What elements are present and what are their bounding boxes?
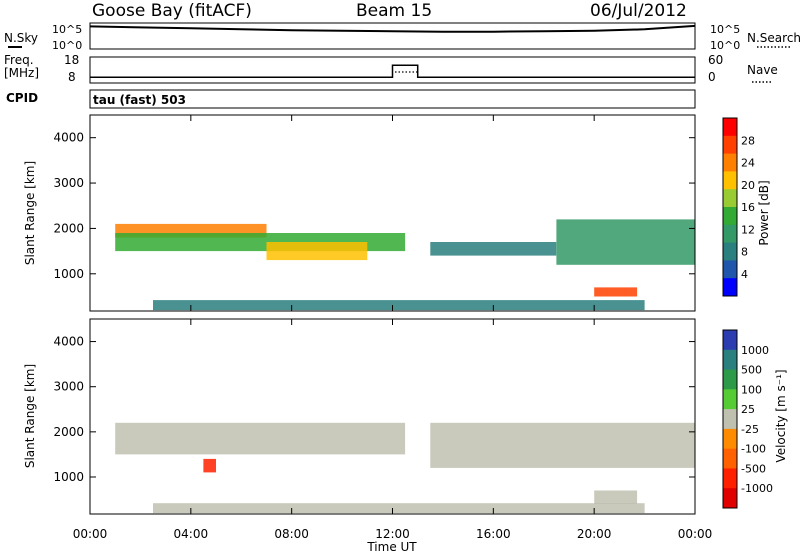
velocity-yticks: 4000 3000 2000 1000 [53,335,695,484]
colorbar-swatch [723,135,737,155]
x-tick-label: 00:00 [73,527,108,541]
x-tick-label: 04:00 [174,527,209,541]
colorbar-swatch [723,330,737,351]
nave-tick-top: 60 [708,53,723,67]
nave-tick-bottom: 0 [708,70,716,84]
colorbar-swatch [723,207,737,226]
nsearch-tick-bottom: 10^0 [710,39,740,52]
x-tick-label: 00:00 [678,527,713,541]
velocity-colorbar-label: Velocity [m s⁻¹] [774,369,788,462]
velocity-panel-frame [89,318,696,515]
colorbar-swatch [723,118,737,137]
colorbar-tick-label: 1000 [741,344,769,357]
colorbar-swatch [723,369,737,390]
freq-series-line [90,64,695,78]
heatmap-region [594,490,638,504]
colorbar-tick-label: 100 [741,383,762,396]
nsky-tick-bottom: 10^0 [52,39,82,52]
colorbar-swatch [723,468,737,489]
nsky-tick-top: 10^5 [52,23,82,36]
heatmap-region [203,458,216,473]
x-tick-label: 20:00 [577,527,612,541]
power-panel-frame [89,114,696,312]
heatmap-region [556,219,695,265]
colorbar-tick-label: 20 [741,179,755,192]
freq-tick-top: 18 [64,53,79,67]
nsky-label: N.Sky [4,31,38,45]
y-tick-label: 2000 [53,425,84,439]
heatmap-region [430,422,695,468]
date-title: 06/Jul/2012 [590,1,687,21]
colorbar-swatch [723,278,737,297]
colorbar-tick-label: -1000 [741,482,773,495]
freq-tick-bottom: 8 [68,70,76,84]
colorbar-swatch [723,448,737,469]
x-axis-label: Time UT [366,540,417,554]
heatmap-region [430,242,557,256]
heatmap-region [266,242,368,261]
heatmap-region [594,287,638,297]
y-tick-label: 3000 [53,176,84,190]
freq-label: Freq. [4,53,34,67]
nsearch-label: N.Search [747,31,800,45]
y-tick-label: 3000 [53,380,84,394]
colorbar-tick-label: -500 [741,462,766,475]
y-tick-label: 1000 [53,470,84,484]
cpid-value: tau (fast) 503 [93,93,186,107]
cpid-panel [89,89,696,109]
y-tick-label: 4000 [53,335,84,349]
colorbar-tick-label: 24 [741,157,755,170]
colorbar-tick-label: 25 [741,403,755,416]
colorbar-tick-label: -25 [741,423,759,436]
heatmap-region [153,300,645,311]
power-colorbar-label: Power [dB] [757,180,771,245]
colorbar-swatch [723,389,737,410]
colorbar-swatch [723,409,737,430]
velocity-ylabel: Slant Range [km] [23,364,37,468]
nsearch-tick-top: 10^5 [710,23,740,36]
power-yticks: 4000 3000 2000 1000 [53,131,695,281]
velocity-colorbar: 1000 500 100 25 -25 -100 -500 -1000 [722,329,773,509]
velocity-heatmap [115,422,695,514]
colorbar-swatch [723,224,737,244]
colorbar-tick-label: 500 [741,364,762,377]
colorbar-swatch [723,488,737,509]
station-title: Goose Bay (fitACF) [92,1,252,21]
power-colorbar: 28 24 20 16 12 8 4 [722,117,755,297]
y-tick-label: 4000 [53,131,84,145]
colorbar-swatch [723,428,737,450]
colorbar-swatch [723,242,737,261]
colorbar-swatch [723,349,737,371]
y-tick-label: 2000 [53,221,84,235]
colorbar-tick-label: 8 [741,246,748,259]
colorbar-tick-label: -100 [741,443,766,456]
heatmap-region [115,422,406,455]
x-axis-ticks: 00:00 04:00 08:00 12:00 16:00 20:00 00:00 [73,115,713,541]
colorbar-tick-label: 4 [741,268,748,281]
freq-panel [89,56,696,84]
nave-label: Nave [747,63,778,77]
cpid-label: CPID [6,91,38,105]
colorbar-frame [722,117,738,297]
colorbar-swatch [723,171,737,190]
nsky-series-line [89,24,696,33]
colorbar-swatch [723,189,737,208]
colorbar-swatch [723,260,737,279]
colorbar-tick-label: 16 [741,201,755,214]
colorbar-frame [722,329,738,509]
power-ylabel: Slant Range [km] [23,161,37,265]
x-tick-label: 16:00 [476,527,511,541]
colorbar-tick-label: 28 [741,134,755,147]
power-heatmap [115,219,695,311]
x-tick-label: 08:00 [274,527,309,541]
colorbar-swatch [723,153,737,172]
y-tick-label: 1000 [53,267,84,281]
heatmap-region [153,503,645,514]
freq-unit: [MHz] [4,66,39,80]
x-tick-label: 12:00 [375,527,410,541]
colorbar-tick-label: 12 [741,223,755,236]
beam-title: Beam 15 [356,1,432,21]
nsky-panel [89,22,696,50]
